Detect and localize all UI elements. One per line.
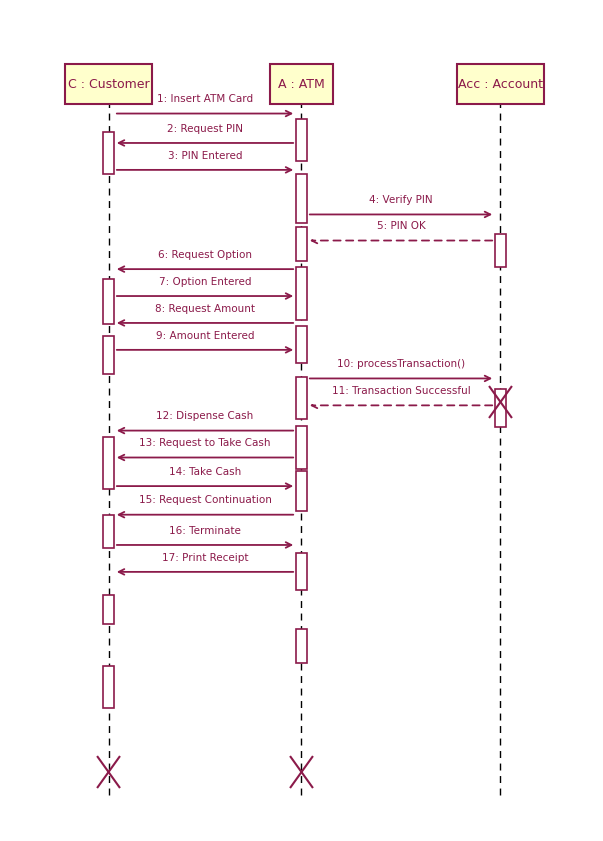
- Bar: [103, 666, 114, 708]
- Bar: [296, 471, 307, 511]
- Bar: [296, 377, 307, 419]
- Bar: [495, 389, 506, 427]
- Bar: [296, 426, 307, 469]
- Text: 9: Amount Entered: 9: Amount Entered: [156, 331, 254, 341]
- Bar: [296, 174, 307, 223]
- Text: 8: Request Amount: 8: Request Amount: [155, 304, 255, 314]
- Text: 15: Request Continuation: 15: Request Continuation: [139, 495, 271, 505]
- Bar: [103, 336, 114, 374]
- Bar: [103, 279, 114, 324]
- Bar: [296, 119, 307, 161]
- Bar: [103, 595, 114, 624]
- Text: 1: Insert ATM Card: 1: Insert ATM Card: [157, 94, 253, 104]
- Bar: [495, 234, 506, 267]
- Text: 4: Verify PIN: 4: Verify PIN: [369, 195, 433, 205]
- Text: 7: Option Entered: 7: Option Entered: [159, 277, 251, 287]
- Text: 10: processTransaction(): 10: processTransaction(): [337, 359, 465, 369]
- Text: 2: Request PIN: 2: Request PIN: [167, 124, 243, 134]
- Text: 12: Dispense Cash: 12: Dispense Cash: [156, 411, 254, 421]
- Text: 6: Request Option: 6: Request Option: [158, 250, 252, 260]
- Bar: [103, 515, 114, 548]
- Bar: [296, 326, 307, 363]
- Text: 11: Transaction Successful: 11: Transaction Successful: [332, 386, 470, 396]
- Text: 14: Take Cash: 14: Take Cash: [169, 467, 241, 477]
- Text: C : Customer: C : Customer: [68, 77, 150, 91]
- Text: 13: Request to Take Cash: 13: Request to Take Cash: [139, 438, 271, 448]
- Bar: [296, 227, 307, 261]
- Bar: [296, 629, 307, 663]
- Bar: [65, 64, 152, 104]
- Bar: [296, 267, 307, 320]
- Bar: [456, 64, 544, 104]
- Text: Acc : Account: Acc : Account: [458, 77, 543, 91]
- Text: A : ATM: A : ATM: [278, 77, 325, 91]
- Bar: [103, 132, 114, 174]
- Bar: [270, 64, 333, 104]
- Text: 17: Print Receipt: 17: Print Receipt: [162, 553, 248, 563]
- Bar: [103, 437, 114, 489]
- Bar: [296, 553, 307, 590]
- Text: 3: PIN Entered: 3: PIN Entered: [168, 151, 242, 161]
- Text: 5: PIN OK: 5: PIN OK: [377, 221, 425, 231]
- Text: 16: Terminate: 16: Terminate: [169, 526, 241, 536]
